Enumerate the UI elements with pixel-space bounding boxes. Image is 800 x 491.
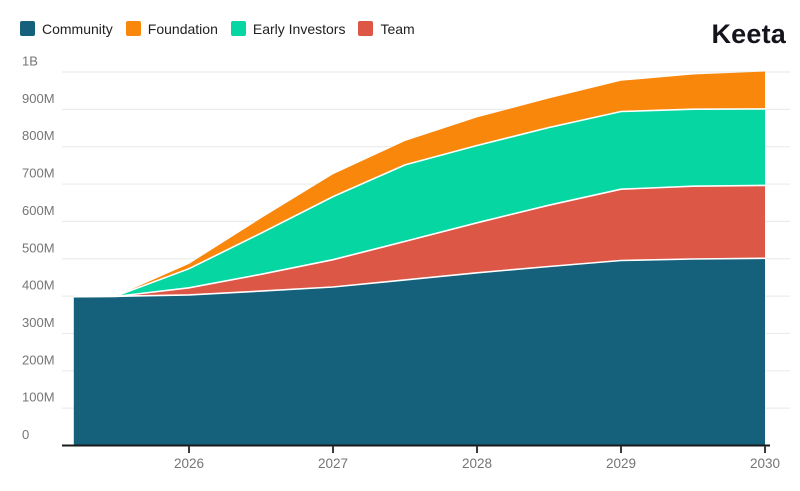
x-axis-tick-label: 2027 xyxy=(318,456,348,471)
y-axis-tick-label: 500M xyxy=(22,240,55,255)
legend-label: Foundation xyxy=(147,20,218,37)
y-axis-tick-label: 900M xyxy=(22,91,55,106)
x-axis-tick-label: 2030 xyxy=(750,456,780,471)
band-separator xyxy=(73,184,766,298)
legend-item-community[interactable]: Community xyxy=(20,21,113,36)
legend-item-foundation[interactable]: Foundation xyxy=(125,20,218,37)
keeta-logo: Keeta xyxy=(711,19,786,49)
chart-legend: Community Foundation Early Investors Tea… xyxy=(20,21,415,36)
legend-label: Early Investors xyxy=(252,20,346,37)
team-swatch-icon xyxy=(358,21,374,36)
y-axis-tick-label: 700M xyxy=(22,166,55,181)
y-axis-tick-label: 300M xyxy=(22,315,55,330)
legend-label: Community xyxy=(42,20,113,37)
x-axis-tick-label: 2026 xyxy=(174,456,204,471)
early-investors-swatch-icon xyxy=(230,21,246,36)
x-axis-tick-label: 2029 xyxy=(606,456,636,471)
area-team[interactable] xyxy=(73,185,766,297)
y-axis-tick-label: 200M xyxy=(22,352,55,367)
legend-label: Team xyxy=(380,20,415,37)
band-separator xyxy=(73,257,766,298)
y-axis-tick-label: 600M xyxy=(22,203,55,218)
y-axis-tick-label: 800M xyxy=(22,128,55,143)
community-swatch-icon xyxy=(20,21,35,36)
y-axis-tick-label: 100M xyxy=(22,390,55,405)
band-separator xyxy=(73,108,766,298)
legend-item-team[interactable]: Team xyxy=(358,20,415,37)
y-axis-tick-label: 400M xyxy=(22,278,55,293)
x-axis-tick-label: 2028 xyxy=(462,456,492,471)
area-early-investors[interactable] xyxy=(73,108,766,297)
y-axis-tick-label: 1B xyxy=(22,54,38,69)
foundation-swatch-icon xyxy=(125,21,141,36)
area-foundation[interactable] xyxy=(73,71,766,297)
area-community[interactable] xyxy=(73,258,766,445)
legend-item-early-investors[interactable]: Early Investors xyxy=(230,20,346,37)
y-axis-tick-label: 0 xyxy=(22,427,29,442)
